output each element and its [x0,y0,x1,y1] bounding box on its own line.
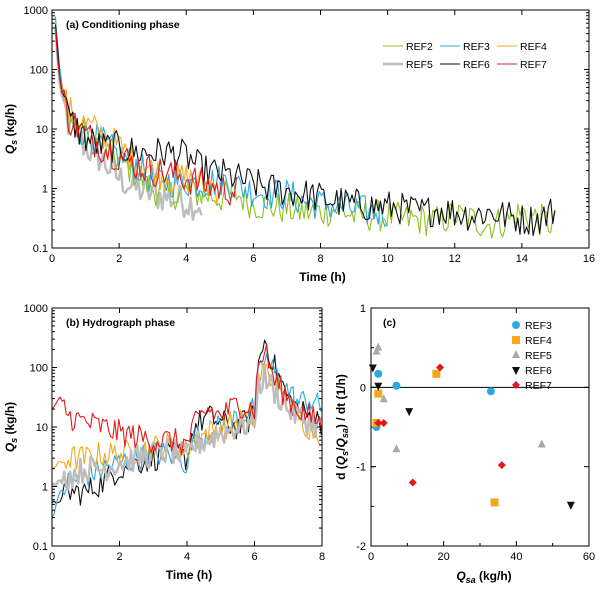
legend-label: REF3 [463,41,490,53]
panel-a: 0.1 1 10 100 1000 0 2 4 6 8 10 12 14 16 (a) Conditioni… [3,5,595,284]
x-tick-label: 0 [49,551,55,563]
x-tick-label: 12 [449,253,461,265]
point-ref6 [374,382,383,391]
x-tick-label: 14 [516,253,528,265]
panel-title: (a) Conditioning phase [66,19,180,31]
y-tick-label: 10 [36,422,48,434]
series-line-ref2 [54,17,556,239]
point-ref5 [374,342,383,351]
point-ref5 [392,444,401,453]
legend-marker [512,350,520,358]
point-ref4 [490,498,499,507]
legend-label: REF5 [406,59,433,71]
legend-label: REF7 [525,380,552,392]
x-tick-label: 10 [382,253,394,265]
x-tick-label: 40 [510,551,522,563]
legend-marker [512,336,520,344]
x-tick-label: 20 [438,551,450,563]
x-tick-label: 4 [183,253,189,265]
panel-title: (c) [383,317,396,329]
x-tick-label: 2 [116,551,122,563]
x-axis-label: Time (h) [299,270,345,284]
legend-label: REF6 [463,59,490,71]
y-tick-label: -1 [356,462,366,474]
point-ref4 [374,389,383,398]
legend-label: REF4 [525,335,552,347]
series-line-ref7 [54,27,237,206]
legend-label: REF3 [525,320,552,332]
legend: REF2 REF3 REF4 REF5 REF6 REF7 [383,41,547,71]
legend-marker [512,321,520,329]
point-ref6 [566,501,575,510]
x-tick-label: 8 [319,551,325,563]
x-tick-label: 6 [250,253,256,265]
panel-title: (b) Hydrograph phase [66,317,175,329]
y-tick-label: 0.1 [33,243,48,255]
point-ref3 [486,387,495,396]
legend: REF3 REF4 REF5 REF6 REF7 [512,320,552,392]
point-ref3 [374,369,383,378]
point-ref4 [432,369,441,378]
x-tick-label: 0 [368,551,374,563]
y-axis-label: Qs (kg/h) [3,104,19,154]
point-ref7 [436,363,445,372]
point-ref7 [408,478,417,487]
x-tick-label: 16 [583,253,595,265]
y-tick-label: 10 [36,124,48,136]
y-tick-label: 1 [360,303,366,315]
y-tick-label: -2 [356,541,366,553]
y-axis-label: Qs (kg/h) [3,402,19,452]
point-ref3 [392,381,401,390]
point-ref5 [537,439,546,448]
y-tick-label: 1000 [24,5,48,17]
legend-label: REF6 [525,365,552,377]
y-tick-label: 0 [360,382,366,394]
x-tick-label: 0 [49,253,55,265]
plot-frame [51,307,323,547]
series-line-ref6 [52,339,322,506]
legend-marker [512,381,520,389]
series-line-ref5 [52,363,322,491]
point-ref5 [379,394,388,403]
y-tick-label: 0.1 [33,541,48,553]
legend-label: REF4 [520,41,547,53]
series-lines [52,339,322,518]
series-line-ref3 [54,16,388,227]
x-tick-label: 6 [251,551,257,563]
y-tick-label: 1000 [24,303,48,315]
x-tick-label: 2 [116,253,122,265]
legend-label: REF2 [406,41,433,53]
point-ref7 [379,419,388,428]
series-line-ref6 [54,24,556,237]
y-axis-label: d (Qs/Qsa) / dt (1/h) [334,374,350,480]
legend-label: REF5 [525,350,552,362]
y-tick-label: 1 [42,184,48,196]
legend-label: REF7 [520,59,547,71]
scatter-points [368,342,575,510]
series-lines [54,16,556,239]
point-ref6 [405,408,414,417]
series-line-ref4 [54,20,220,204]
series-line-ref7 [52,344,322,456]
point-ref7 [374,419,383,428]
x-tick-label: 4 [184,551,190,563]
x-axis-label: Time (h) [166,568,212,582]
y-tick-label: 100 [30,363,48,375]
point-ref6 [368,364,377,373]
legend-marker [512,367,520,375]
x-tick-label: 60 [583,551,595,563]
panel-b: 0.1 1 10 100 1000 0 2 4 6 8 (b) Hydrograph phase Ti… [3,303,325,582]
x-axis-label: Qsa (kg/h) [456,569,511,585]
y-tick-label: 1 [42,482,48,494]
plot-frame [370,307,590,547]
y-tick-label: 100 [30,65,48,77]
x-tick-label: 8 [317,253,323,265]
point-ref7 [497,461,506,470]
